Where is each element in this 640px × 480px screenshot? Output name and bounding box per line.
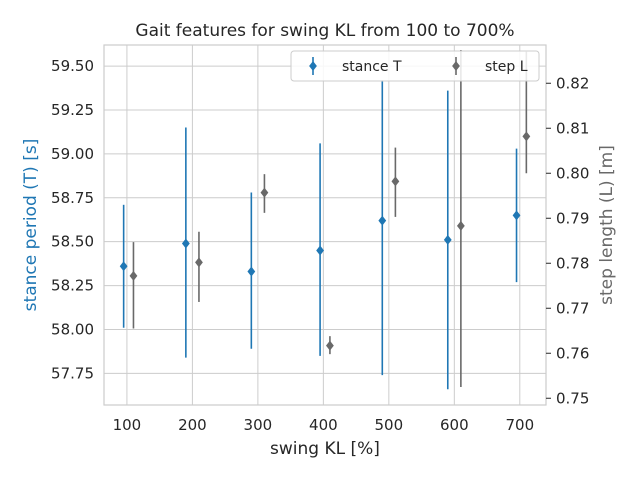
stance-data-point [443, 234, 452, 245]
step-data-point [326, 340, 334, 351]
y-left-tick-label: 59.50 [51, 57, 94, 75]
legend-label-stance: stance T [342, 59, 402, 75]
legend: stance T step L [290, 50, 540, 82]
y-right-tick-label: 0.76 [556, 344, 589, 362]
stance-data-point [181, 238, 190, 249]
y-left-axis-label: stance period (T) [s] [21, 139, 41, 312]
step-data-point [129, 270, 138, 281]
y-right-tick-label: 0.82 [556, 74, 589, 92]
y-left-tick-label: 57.75 [51, 364, 94, 382]
y-right-tick-label: 0.79 [556, 209, 589, 227]
stance-data-point [378, 215, 387, 226]
step-data-point [391, 176, 400, 187]
x-tick-label: 600 [440, 416, 469, 434]
y-right-axis-label: step length (L) [m] [597, 145, 617, 305]
stance-data-point [247, 266, 256, 277]
x-tick-label: 300 [244, 416, 273, 434]
legend-markers [309, 57, 460, 75]
stance-data-point [316, 245, 324, 256]
stance-data-point [512, 210, 521, 221]
plot-frame [103, 44, 547, 406]
x-tick-label: 100 [113, 416, 142, 434]
step-data-point [522, 131, 531, 142]
legend-marker-stance [309, 61, 317, 71]
x-tick-label: 700 [505, 416, 534, 434]
x-tick-label: 200 [178, 416, 207, 434]
step-data-point [260, 187, 269, 198]
y-left-tick-label: 58.00 [51, 320, 94, 338]
legend-label-step: step L [485, 59, 528, 75]
chart-title: Gait features for swing KL from 100 to 7… [135, 21, 514, 41]
y-left-tick-label: 59.25 [51, 101, 94, 119]
y-right-tick-label: 0.78 [556, 254, 589, 272]
y-right-tick-label: 0.77 [556, 299, 589, 317]
x-tick-label: 400 [309, 416, 338, 434]
y-right-tick-label: 0.80 [556, 164, 589, 182]
x-axis-label: swing KL [%] [270, 439, 380, 459]
y-left-tick-label: 58.75 [51, 189, 94, 207]
y-left-tick-label: 59.00 [51, 145, 94, 163]
legend-box [290, 50, 540, 82]
legend-marker-step [452, 61, 460, 71]
y-left-tick-label: 58.25 [51, 277, 94, 295]
y-right-tick-label: 0.75 [556, 389, 589, 407]
step-data-point [456, 220, 465, 231]
tick-labels: 100 200 300 400 500 600 700 57.75 58.00 58.25 58.5… [51, 57, 589, 434]
y-left-tick-label: 58.50 [51, 233, 94, 251]
plot-marks [119, 49, 531, 390]
step-data-point [195, 257, 203, 268]
x-tick-label: 500 [375, 416, 404, 434]
y-right-tick-label: 0.81 [556, 119, 589, 137]
stance-data-point [119, 261, 128, 272]
